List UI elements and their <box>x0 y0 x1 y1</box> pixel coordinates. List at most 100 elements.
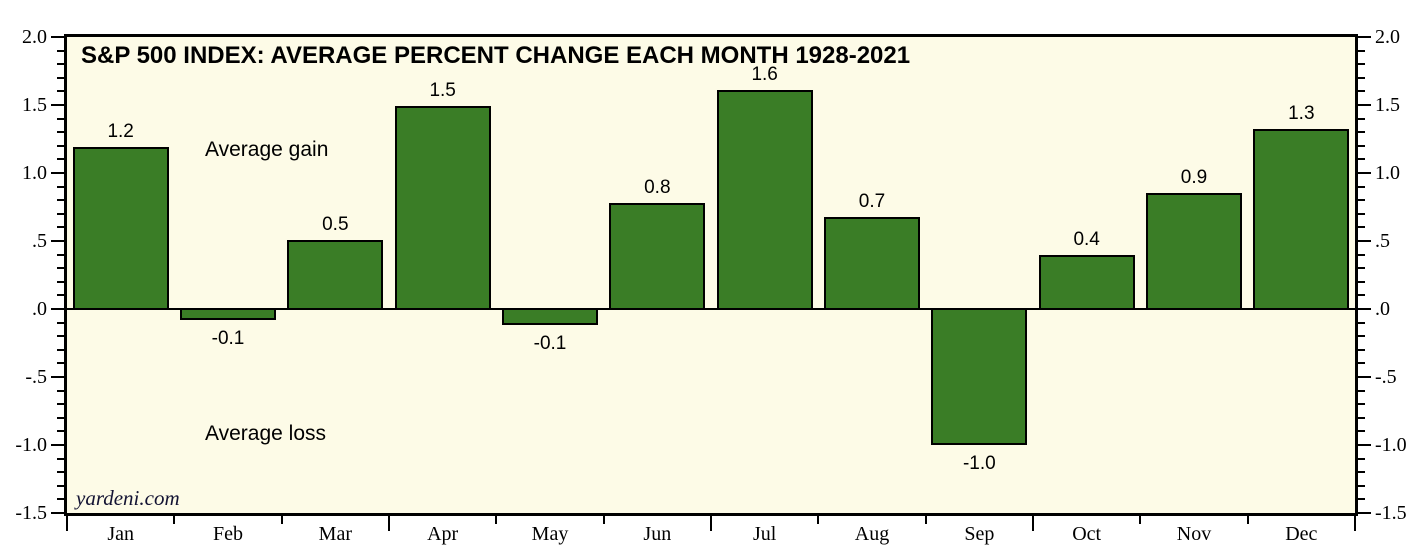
x-axis-month-tick <box>924 516 927 524</box>
bar-value-label-jul: 1.6 <box>751 64 778 86</box>
y-axis-label-left: -.5 <box>25 366 47 388</box>
y-axis-minor-tick-right <box>1358 212 1365 215</box>
y-axis-label-right: -1.5 <box>1375 502 1407 524</box>
y-axis-minor-tick-right <box>1358 131 1365 134</box>
bar-value-label-nov: 0.9 <box>1180 167 1208 189</box>
y-axis-major-tick-right <box>1358 36 1371 38</box>
y-axis-minor-tick-left <box>57 185 64 188</box>
y-axis-minor-tick-left <box>57 335 64 338</box>
y-axis-major-tick-right <box>1358 104 1371 106</box>
bar-value-label-may: -0.1 <box>533 333 567 355</box>
y-axis-minor-tick-left <box>57 267 64 270</box>
x-axis-quarter-tick <box>1354 516 1356 531</box>
y-axis-minor-tick-left <box>57 430 64 433</box>
y-axis-minor-tick-left <box>57 199 64 202</box>
bar-feb <box>180 308 276 320</box>
x-axis-quarter-tick <box>1032 516 1034 531</box>
bar-value-label-sep: -1.0 <box>962 453 996 474</box>
bar-jul <box>716 90 813 310</box>
y-axis-major-tick-left <box>51 172 64 174</box>
y-axis-label-left: 2.0 <box>22 26 47 48</box>
y-axis-minor-tick-right <box>1358 280 1365 283</box>
bar-value-label-jan: 1.2 <box>107 121 134 143</box>
y-axis-minor-tick-left <box>57 63 64 66</box>
y-axis-label-left: 1.5 <box>22 94 47 116</box>
x-axis-month-label-may: May <box>531 523 569 545</box>
y-axis-minor-tick-right <box>1358 430 1365 433</box>
x-axis-month-label-sep: Sep <box>964 523 995 545</box>
x-axis-month-label-aug: Aug <box>854 523 890 545</box>
y-axis-label-right: 1.0 <box>1375 162 1400 184</box>
y-axis-major-tick-right <box>1358 240 1371 242</box>
y-axis-minor-tick-right <box>1358 294 1365 297</box>
bar-jun <box>609 202 706 310</box>
y-axis-label-right: -.5 <box>1375 366 1397 388</box>
x-axis-quarter-tick <box>66 516 68 531</box>
y-axis-minor-tick-left <box>57 471 64 474</box>
x-axis-month-tick <box>602 516 605 524</box>
y-axis-minor-tick-right <box>1358 158 1365 161</box>
bar-mar <box>287 239 384 310</box>
x-axis-month-label-feb: Feb <box>213 523 243 545</box>
bar-value-label-dec: 1.3 <box>1288 103 1315 125</box>
y-axis-major-tick-right <box>1358 512 1371 514</box>
bar-aug <box>824 216 920 310</box>
y-axis-minor-tick-right <box>1358 49 1365 52</box>
y-axis-minor-tick-left <box>57 158 64 161</box>
y-axis-minor-tick-left <box>57 484 64 487</box>
y-axis-minor-tick-right <box>1358 185 1365 188</box>
y-axis-minor-tick-left <box>57 362 64 365</box>
watermark-yardeni: yardeni.com <box>76 486 180 510</box>
x-axis-month-label-mar: Mar <box>318 523 352 545</box>
x-axis-month-label-apr: Apr <box>427 523 459 545</box>
zero-line <box>67 308 1355 310</box>
y-axis-label-left: 1.0 <box>22 162 47 184</box>
y-axis-major-tick-right <box>1358 376 1371 378</box>
bar-jan <box>72 147 169 310</box>
chart-title: S&P 500 INDEX: AVERAGE PERCENT CHANGE EA… <box>81 42 911 69</box>
y-axis-major-tick-left <box>51 444 64 446</box>
y-axis-minor-tick-left <box>57 416 64 419</box>
y-axis-minor-tick-right <box>1358 348 1365 351</box>
bar-dec <box>1253 129 1350 310</box>
x-axis-month-label-jun: Jun <box>643 523 672 545</box>
x-axis-month-tick <box>280 516 283 524</box>
y-axis-minor-tick-left <box>57 294 64 297</box>
y-axis-minor-tick-right <box>1358 90 1365 93</box>
y-axis-minor-tick-left <box>57 348 64 351</box>
y-axis-minor-tick-right <box>1358 63 1365 66</box>
bar-value-label-oct: 0.4 <box>1073 228 1100 250</box>
y-axis-label-left: .0 <box>32 298 47 320</box>
y-axis-minor-tick-right <box>1358 117 1365 120</box>
y-axis-label-right: .5 <box>1375 230 1390 252</box>
bar-value-label-jun: 0.8 <box>644 176 671 198</box>
y-axis-minor-tick-right <box>1358 362 1365 365</box>
x-axis-month-label-dec: Dec <box>1285 523 1318 545</box>
y-axis-minor-tick-left <box>57 144 64 147</box>
y-axis-minor-tick-left <box>57 117 64 120</box>
y-axis-minor-tick-right <box>1358 416 1365 419</box>
bar-value-label-feb: -0.1 <box>211 327 245 349</box>
bar-sep <box>931 308 1028 445</box>
annotation-average-gain: Average gain <box>205 138 329 161</box>
y-axis-minor-tick-right <box>1358 321 1365 324</box>
x-axis-month-tick <box>495 516 498 524</box>
y-axis-minor-tick-left <box>57 321 64 324</box>
annotation-average-loss: Average loss <box>205 422 327 445</box>
y-axis-major-tick-right <box>1358 308 1371 310</box>
y-axis-major-tick-left <box>51 36 64 38</box>
y-axis-minor-tick-left <box>57 389 64 392</box>
bar-apr <box>394 106 491 310</box>
y-axis-minor-tick-right <box>1358 199 1365 202</box>
y-axis-minor-tick-left <box>57 498 64 501</box>
x-axis-month-tick <box>1246 516 1249 524</box>
bar-may <box>502 308 598 326</box>
y-axis-major-tick-left <box>51 376 64 378</box>
y-axis-major-tick-left <box>51 104 64 106</box>
y-axis-minor-tick-right <box>1358 403 1365 406</box>
x-axis-month-label-nov: Nov <box>1176 523 1212 545</box>
y-axis-minor-tick-left <box>57 49 64 52</box>
bar-value-label-aug: 0.7 <box>858 190 886 212</box>
bar-value-label-mar: 0.5 <box>322 213 349 235</box>
